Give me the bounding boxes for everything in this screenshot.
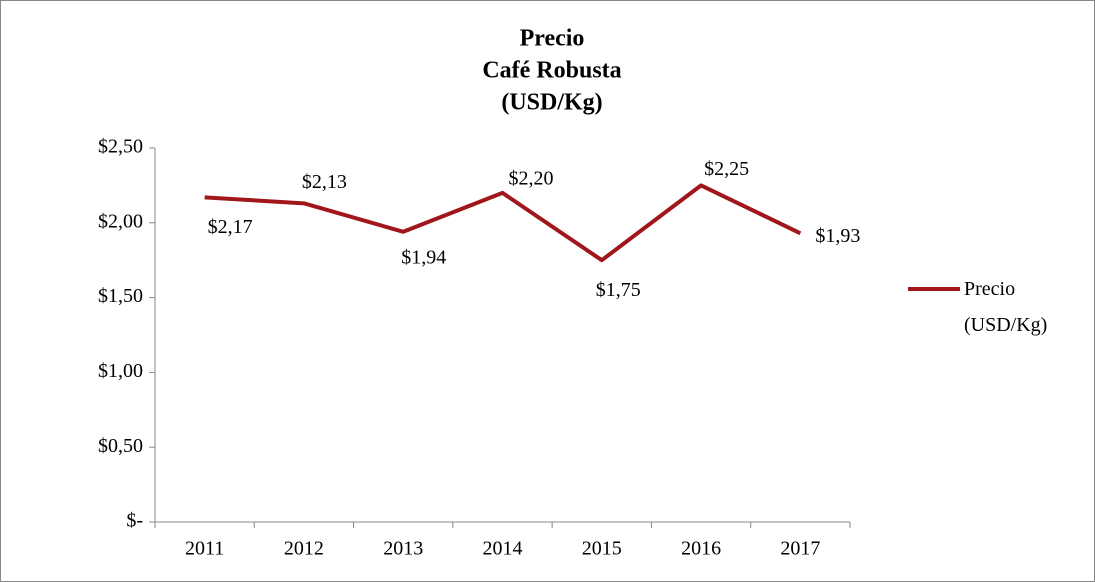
y-tick-label: $1,50 xyxy=(98,285,143,307)
y-tick-label: $1,00 xyxy=(98,360,143,382)
x-tick-label: 2014 xyxy=(483,538,523,560)
y-tick-label: $0,50 xyxy=(98,435,143,457)
y-tick-label: $2,50 xyxy=(98,136,143,158)
x-tick-label: 2011 xyxy=(185,538,224,560)
data-label: $1,93 xyxy=(815,225,860,247)
chart-title: (USD/Kg) xyxy=(501,90,602,116)
data-label: $2,20 xyxy=(509,167,554,189)
y-tick-label: $2,00 xyxy=(98,210,143,232)
x-tick-label: 2016 xyxy=(681,538,721,560)
x-tick-label: 2012 xyxy=(284,538,324,560)
data-label: $1,75 xyxy=(596,279,641,301)
y-tick-label: $- xyxy=(126,510,143,532)
line-series xyxy=(204,183,802,263)
data-label: $2,17 xyxy=(208,216,253,238)
legend-label: Precio (USD/Kg) xyxy=(964,278,1048,336)
data-label: $2,25 xyxy=(704,158,749,180)
x-tick-label: 2015 xyxy=(582,538,622,560)
chart-title: Café Robusta xyxy=(482,58,621,84)
x-tick-label: 2013 xyxy=(383,538,423,560)
data-label: $1,94 xyxy=(401,246,446,268)
data-label: $2,13 xyxy=(302,171,347,193)
x-tick-label: 2017 xyxy=(780,538,820,560)
chart-title: Precio xyxy=(520,26,585,52)
